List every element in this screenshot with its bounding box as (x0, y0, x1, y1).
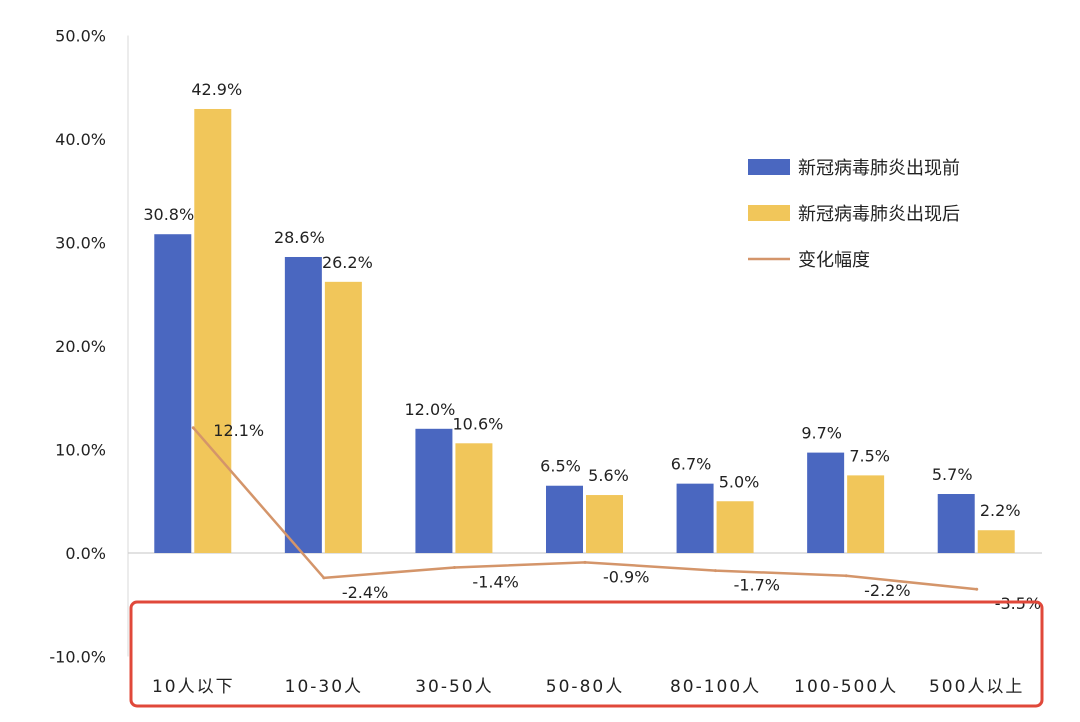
bars-layer (154, 108, 1015, 554)
bar (676, 483, 714, 553)
y-tick-label: 40.0% (55, 130, 106, 149)
legend-swatch (748, 205, 790, 221)
bar (415, 428, 453, 553)
bar (937, 494, 975, 553)
line-data-label: -1.7% (734, 576, 780, 595)
bar-data-label: 12.0% (405, 400, 456, 419)
y-tick-label: 50.0% (55, 27, 106, 46)
data-labels-layer: 30.8% 42.9% 28.6% 26.2% 12.0%10.6% 6.5% 5.6% 6.… (143, 80, 1041, 613)
change-point (844, 574, 848, 578)
change-point (583, 560, 587, 564)
bar-data-label: 42.9% (191, 80, 242, 99)
x-tick-label: 10-30人 (285, 677, 363, 697)
line-data-label: -2.2% (864, 581, 910, 600)
x-tick-label: 100-500人 (794, 677, 898, 697)
legend-label: 新冠病毒肺炎出现前 (798, 158, 960, 179)
line-data-label: 12.1% (213, 421, 264, 440)
y-tick-label: 0.0% (65, 544, 106, 563)
line-data-label: -1.4% (472, 572, 518, 591)
line-data-label: -0.9% (603, 567, 649, 586)
axes-layer: 50.0% 40.0% 30.0% 20.0% 10.0% 0.0% -10.0% 10人以下… (49, 27, 1042, 697)
bar-data-label: 9.7% (801, 424, 842, 443)
legend-label: 变化幅度 (798, 250, 870, 271)
bar (716, 501, 754, 553)
bar (807, 452, 845, 553)
bar-data-label: 28.6% (274, 228, 325, 247)
change-point (322, 576, 326, 580)
bar (586, 495, 623, 553)
bar-data-label: 30.8% (143, 205, 194, 224)
line-data-label: -2.4% (342, 583, 388, 602)
bar-data-label: 10.6% (453, 414, 504, 433)
bar (977, 530, 1015, 553)
bar-data-label: 26.2% (322, 253, 373, 272)
bar-data-label: 7.5% (849, 446, 890, 465)
y-tick-label: 20.0% (55, 337, 106, 356)
bar (455, 443, 493, 553)
legend-label: 新冠病毒肺炎出现后 (798, 204, 960, 225)
y-tick-label: 30.0% (55, 234, 106, 253)
bar (546, 485, 583, 553)
bar-data-label: 6.5% (540, 457, 581, 476)
x-tick-label: 30-50人 (415, 677, 493, 697)
x-tick-label: 80-100人 (670, 677, 761, 697)
y-tick-label: 10.0% (55, 441, 106, 460)
bar-data-label: 6.7% (671, 455, 712, 474)
highlight-box (129, 600, 1044, 708)
bar (324, 281, 362, 553)
legend-swatch (748, 159, 790, 175)
y-tick-label: -10.0% (49, 648, 106, 667)
line-layer (191, 426, 979, 591)
bar-data-label: 2.2% (980, 501, 1021, 520)
bar-data-label: 5.6% (588, 466, 629, 485)
x-tick-label: 50-80人 (546, 677, 624, 697)
change-point (191, 426, 195, 430)
x-tick-label: 10人以下 (152, 677, 235, 697)
bar (154, 234, 192, 553)
bar-data-label: 5.0% (719, 472, 760, 491)
change-point (975, 587, 979, 591)
change-point (714, 569, 718, 573)
bar (284, 256, 322, 553)
x-tick-label: 500人以上 (929, 677, 1024, 697)
bar-data-label: 5.7% (932, 465, 973, 484)
highlight-layer (129, 600, 1044, 708)
change-point (452, 565, 456, 569)
line-data-label: -3.5% (995, 594, 1041, 613)
bar (194, 108, 232, 554)
bar (847, 475, 885, 553)
